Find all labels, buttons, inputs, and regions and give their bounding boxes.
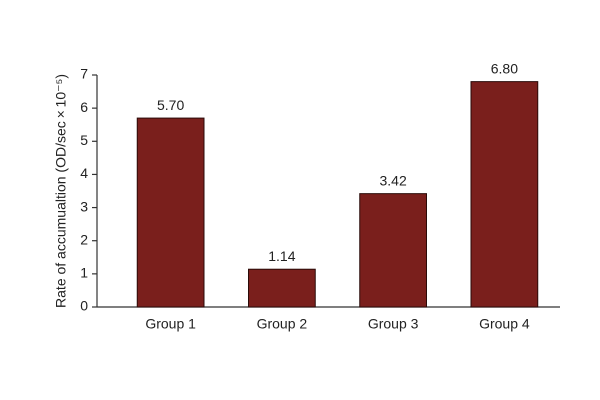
y-tick-label: 1	[80, 265, 88, 281]
bar	[136, 117, 205, 308]
y-tick-label: 4	[80, 165, 88, 181]
bar	[470, 81, 539, 308]
x-tick-label: Group 1	[145, 316, 196, 332]
x-tick-label: Group 4	[479, 316, 530, 332]
y-tick-label: 7	[80, 66, 88, 82]
y-tick-label: 6	[80, 99, 88, 115]
y-tick-label: 5	[80, 132, 88, 148]
bar	[248, 268, 316, 308]
value-label: 6.80	[491, 60, 518, 76]
y-tick-label: 0	[80, 298, 88, 314]
y-tick-label: 2	[80, 231, 88, 247]
bar	[359, 193, 427, 308]
x-tick-label: Group 2	[257, 316, 308, 332]
y-tick-label: 3	[80, 198, 88, 214]
y-axis-label: Rate of accumualtion (OD/sec × 10⁻⁵)	[53, 74, 69, 308]
value-label: 3.42	[380, 172, 407, 188]
x-tick-label: Group 3	[368, 316, 419, 332]
value-label: 5.70	[157, 97, 184, 113]
value-label: 1.14	[268, 248, 295, 264]
